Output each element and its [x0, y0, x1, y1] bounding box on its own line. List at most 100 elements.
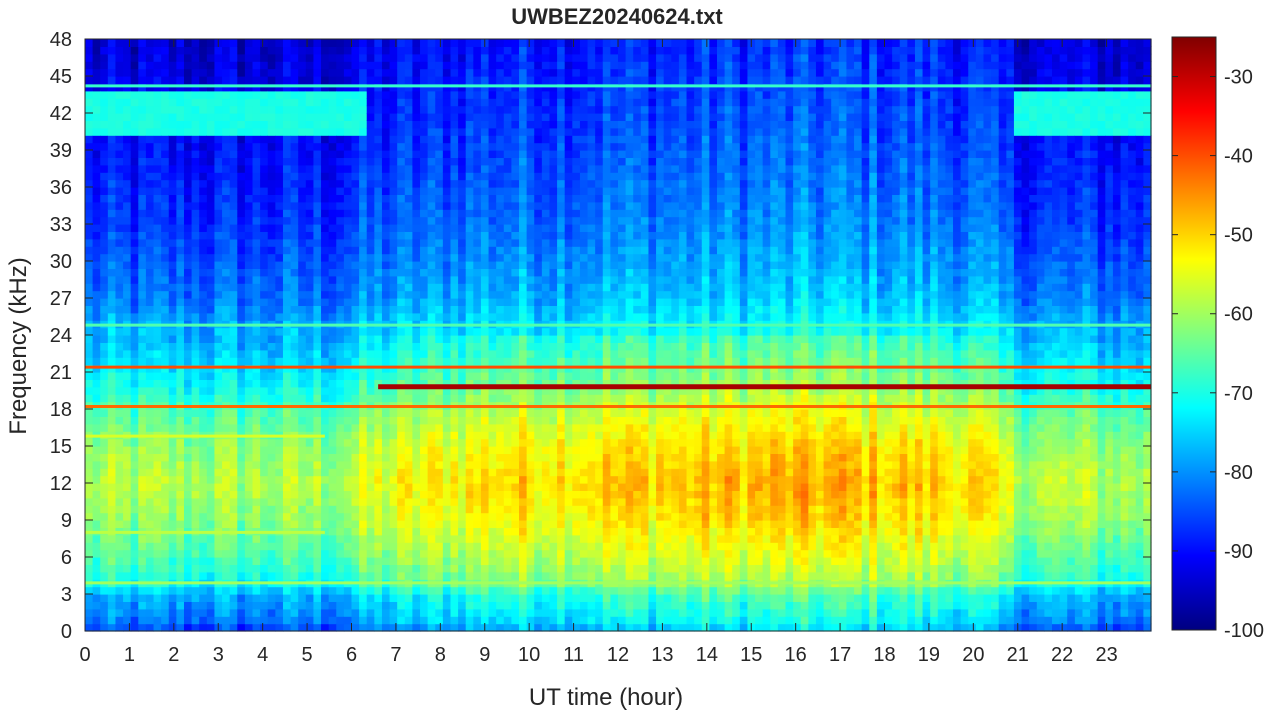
heatmap-cell: [244, 616, 254, 625]
heatmap-cell: [321, 120, 330, 129]
heatmap-cell: [85, 76, 94, 84]
heatmap-cell: [145, 549, 155, 558]
heatmap-cell: [381, 261, 391, 269]
heatmap-cell: [100, 601, 109, 610]
heatmap-cell: [519, 453, 528, 462]
heatmap-cell: [511, 246, 520, 255]
heatmap-cell: [458, 601, 467, 610]
heatmap-cell: [191, 409, 200, 417]
heatmap-cell: [336, 113, 345, 121]
heatmap-cell: [222, 312, 231, 321]
heatmap-cell: [153, 549, 162, 558]
heatmap-cell: [191, 372, 200, 380]
heatmap-cell: [168, 386, 177, 395]
heatmap-cell: [549, 194, 558, 203]
heatmap-cell: [206, 423, 216, 432]
heatmap-cell: [138, 601, 147, 610]
heatmap-cell: [420, 586, 429, 595]
heatmap-cell: [534, 142, 543, 151]
heatmap-cell: [420, 275, 429, 284]
heatmap-cell: [145, 512, 155, 521]
heatmap-cell: [183, 394, 193, 403]
heatmap-cell: [222, 416, 231, 425]
heatmap-cell: [183, 386, 193, 395]
heatmap-cell: [161, 446, 170, 454]
heatmap-cell: [465, 616, 474, 625]
heatmap-cell: [549, 564, 558, 573]
heatmap-cell: [420, 90, 429, 99]
heatmap-cell: [366, 586, 375, 595]
heatmap-cell: [496, 520, 505, 528]
heatmap-cell: [145, 335, 155, 343]
heatmap-cell: [442, 608, 452, 617]
heatmap-cell: [183, 608, 193, 617]
heatmap-cell: [222, 90, 231, 99]
heatmap-cell: [389, 127, 398, 136]
heatmap-cell: [503, 372, 512, 380]
heatmap-cell: [199, 179, 208, 188]
heatmap-cell: [511, 150, 520, 158]
heatmap-cell: [107, 120, 117, 129]
heatmap-cell: [458, 113, 467, 121]
heatmap-cell: [473, 224, 482, 232]
heatmap-cell: [115, 209, 124, 218]
heatmap-cell: [389, 216, 398, 225]
heatmap-cell: [298, 386, 307, 395]
heatmap-cell: [252, 194, 261, 203]
heatmap-cell: [123, 505, 132, 514]
heatmap-cell: [161, 549, 170, 558]
heatmap-cell: [397, 312, 406, 321]
heatmap-cell: [153, 290, 162, 299]
heatmap-cell: [85, 327, 94, 336]
heatmap-cell: [168, 68, 177, 77]
heatmap-cell: [260, 268, 269, 277]
heatmap-cell: [480, 608, 490, 617]
heatmap-cell: [222, 150, 231, 158]
heatmap-cell: [237, 127, 246, 136]
heatmap-cell: [305, 105, 315, 114]
heatmap-cell: [260, 113, 269, 121]
heatmap-cell: [374, 275, 383, 284]
heatmap-cell: [359, 305, 368, 314]
heatmap-cell: [381, 379, 391, 388]
heatmap-cell: [526, 409, 535, 417]
heatmap-cell: [420, 497, 429, 506]
heatmap-cell: [161, 268, 170, 277]
heatmap-cell: [473, 357, 482, 366]
heatmap-cell: [244, 150, 254, 158]
heatmap-cell: [496, 172, 505, 181]
heatmap-cell: [351, 342, 360, 351]
heatmap-cell: [183, 283, 193, 292]
heatmap-cell: [313, 231, 322, 240]
heatmap-cell: [465, 164, 474, 173]
heatmap-cell: [442, 423, 452, 432]
heatmap-cell: [145, 616, 155, 625]
heatmap-cell: [328, 571, 337, 580]
heatmap-cell: [519, 194, 528, 203]
heatmap-cell: [252, 127, 261, 136]
heatmap-cell: [511, 238, 520, 247]
heatmap-cell: [92, 261, 101, 269]
heatmap-cell: [145, 460, 155, 469]
heatmap-cell: [130, 423, 139, 432]
heatmap-cell: [206, 386, 216, 395]
heatmap-cell: [153, 246, 162, 255]
heatmap-cell: [290, 98, 299, 107]
heatmap-cell: [366, 564, 375, 573]
heatmap-cell: [549, 327, 558, 336]
heatmap-cell: [115, 187, 124, 195]
heatmap-cell: [260, 394, 269, 403]
heatmap-cell: [130, 142, 139, 151]
heatmap-cell: [92, 379, 101, 388]
heatmap-cell: [488, 135, 497, 144]
heatmap-cell: [123, 305, 132, 314]
heatmap-cell: [442, 68, 452, 77]
heatmap-cell: [260, 594, 269, 602]
heatmap-cell: [336, 623, 345, 632]
heatmap-cell: [267, 246, 276, 255]
heatmap-cell: [214, 157, 223, 166]
heatmap-cell: [465, 586, 474, 595]
heatmap-cell: [435, 275, 444, 284]
heatmap-cell: [328, 386, 337, 395]
heatmap-cell: [450, 113, 459, 121]
